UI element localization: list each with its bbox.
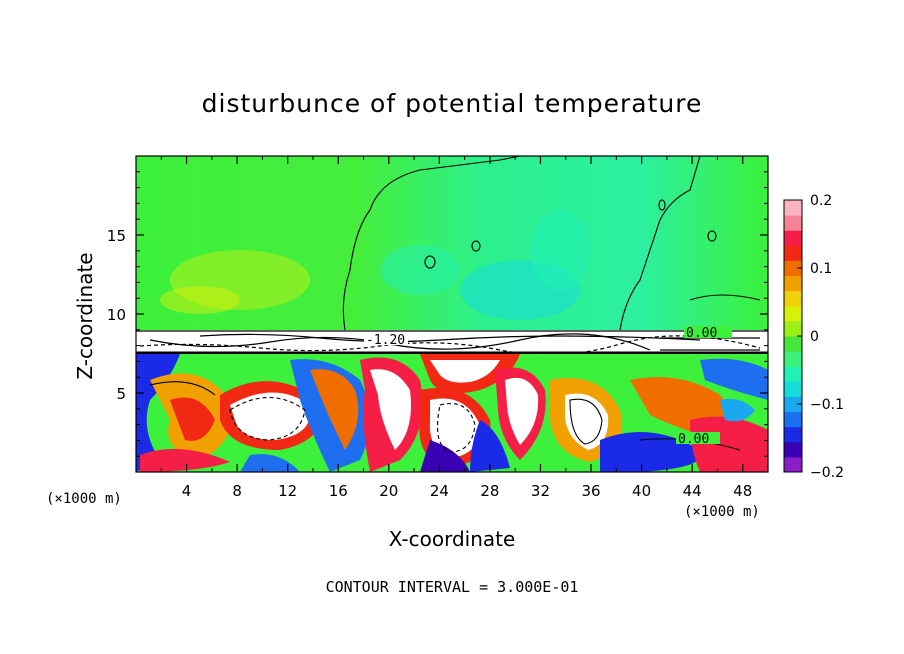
turbulent-eddies — [136, 354, 768, 472]
y-tick-label: 10 — [107, 306, 126, 324]
colorbar-swatch — [784, 351, 802, 367]
x-tick-label: 24 — [430, 482, 449, 500]
colorbar-swatch — [784, 366, 802, 382]
x-tick-label: 48 — [733, 482, 752, 500]
x-unit-left: (×1000 m) — [46, 491, 122, 507]
x-tick-label: 12 — [278, 482, 297, 500]
colorbar-frame — [783, 199, 803, 473]
colorbar-tick-label: 0 — [810, 329, 819, 345]
colorbar-tick-label: 0.2 — [810, 193, 832, 209]
colorbar-swatch — [784, 245, 802, 261]
x-tick-label: 4 — [182, 482, 192, 500]
colorbar-swatch — [784, 230, 802, 246]
colorbar-swatch — [784, 441, 802, 458]
colorbar-swatch — [784, 215, 802, 231]
x-tick-label: 36 — [581, 482, 600, 500]
x-axis-ticks: 4 8 12 16 20 24 28 32 36 40 44 48 — [160, 156, 752, 500]
colorbar-swatch — [784, 290, 802, 307]
colorbar-tick-label: −0.2 — [810, 465, 844, 481]
cool-patch — [530, 210, 590, 290]
heatmap-field: -1.20 0.00 0.00 — [136, 156, 768, 472]
colorbar-swatch — [784, 396, 802, 413]
colorbar-tick-label: −0.1 — [810, 397, 844, 413]
cool-patch — [380, 245, 460, 295]
y-tick-label: 5 — [116, 385, 126, 403]
y-tick-label: 15 — [107, 227, 126, 245]
colorbar-swatch — [784, 336, 802, 352]
y-axis-label: Z-coordinate — [73, 252, 97, 379]
y-axis-ticks: 5 10 15 — [107, 171, 768, 457]
colorbar-swatch — [784, 260, 802, 277]
colorbar-swatch — [784, 411, 802, 428]
colorbar-swatch — [784, 320, 802, 337]
colorbar-swatch — [784, 381, 802, 397]
colorbar: 0.2 0.1 0 −0.1 −0.2 — [784, 193, 844, 481]
contour-label: -1.20 — [366, 333, 405, 348]
colorbar-swatch — [784, 305, 802, 322]
x-tick-label: 40 — [632, 482, 651, 500]
x-tick-label: 20 — [379, 482, 398, 500]
contour-lines — [149, 156, 761, 453]
colorbar-tick-label: 0.1 — [810, 261, 832, 277]
colorbar-swatch — [784, 426, 802, 443]
x-tick-label: 16 — [329, 482, 348, 500]
x-tick-label: 28 — [480, 482, 499, 500]
chart-title: disturbunce of potential temperature — [202, 89, 703, 118]
contour-label: 0.00 — [678, 432, 709, 447]
contour-label-group: -1.20 0.00 0.00 — [364, 326, 732, 447]
contour-label: 0.00 — [686, 326, 717, 341]
x-tick-label: 32 — [531, 482, 550, 500]
warm-patch — [160, 286, 240, 314]
colorbar-swatch — [784, 200, 802, 216]
contour-interval-note: CONTOUR INTERVAL = 3.000E-01 — [326, 578, 579, 596]
colorbar-swatch — [784, 456, 802, 473]
x-axis-label: X-coordinate — [389, 527, 516, 551]
x-tick-label: 44 — [683, 482, 702, 500]
x-unit-right: (×1000 m) — [684, 504, 760, 520]
colorbar-swatch — [784, 275, 802, 292]
x-tick-label: 8 — [232, 482, 242, 500]
